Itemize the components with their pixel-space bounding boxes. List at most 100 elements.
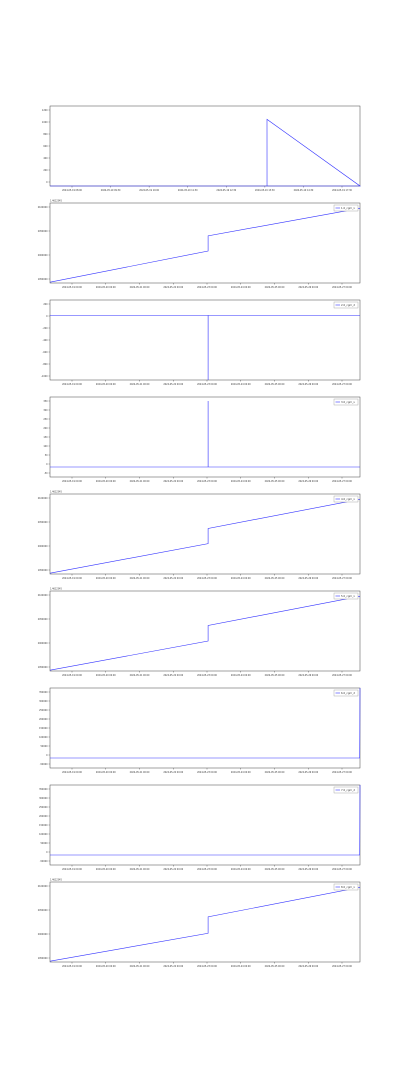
x-tick-label: 2024-05-21 00:00: [130, 965, 150, 968]
y-tick-label: -400: [43, 339, 49, 342]
y-tick-label: 0: [46, 181, 48, 184]
x-tick-label: 2024-05-27 00:00: [332, 577, 352, 580]
x-tick-label: 2024-05-20 00:00: [96, 674, 116, 677]
y-tick-label: 50000: [41, 745, 49, 748]
y-tick-label: 2000000: [38, 933, 48, 936]
x-tick-label: 2024-05-24 00:00: [231, 577, 251, 580]
legend-box: [333, 592, 359, 600]
x-tick-label: 2024-05-24 00:00: [231, 383, 251, 386]
legend-box: [333, 883, 359, 891]
legend-label: 5.0_cgm_x: [341, 594, 355, 598]
x-tick-label: 2024-05-19 00:00: [62, 286, 82, 289]
x-tick-label: 2024-05-19 13:30: [255, 189, 275, 192]
x-tick-label: 2024-05-24 00:00: [231, 674, 251, 677]
plot-frame: [49, 784, 361, 866]
y-tick-label: 150000: [39, 727, 48, 730]
x-tick-label: 2024-05-25 00:00: [265, 674, 285, 677]
chart-panel-3: 200 0 -200 -400 -600 -800 -1000 2024-05-19 00:0…: [41, 299, 361, 386]
x-tick-label: 2024-05-19 10:00: [139, 189, 159, 192]
x-tick-label: 2024-05-19 00:00: [62, 480, 82, 483]
y-tick-label: 0: [46, 463, 48, 466]
y-tick-label: 1000: [42, 121, 48, 124]
x-tick-label: 2024-05-19 00:00: [62, 674, 82, 677]
y-tick-label: 350: [43, 400, 48, 403]
x-tick-label: 2024-05-23 00:00: [197, 286, 217, 289]
legend-label: 4.0_cgm_x: [341, 497, 355, 501]
x-tick-label: 2024-05-19 14:30: [294, 189, 314, 192]
series-line: [49, 887, 361, 962]
axis-offset-text: 1.4612345: [50, 491, 62, 494]
plot-frame: [49, 105, 361, 187]
y-tick-label: 2100000: [38, 206, 48, 209]
y-tick-label: 2050000: [38, 618, 48, 621]
y-tick-label: 1200: [42, 109, 48, 112]
x-tick-label: 2024-05-26 00:00: [298, 674, 318, 677]
y-tick-label: 1950000: [38, 666, 48, 669]
chart-panel-2: 2100000 2050000 2000000 1950000 2024-05-19 0…: [38, 200, 361, 289]
plot-frame: [49, 396, 361, 478]
x-tick-label: 2024-05-25 00:00: [265, 480, 285, 483]
y-tick-label: 350000: [39, 788, 48, 791]
x-tick-label: 2024-05-20 00:00: [96, 480, 116, 483]
y-tick-label: 100: [43, 445, 48, 448]
x-tick-label: 2024-05-23 00:00: [197, 771, 217, 774]
y-tick-label: 200000: [39, 718, 48, 721]
y-tick-label: 2050000: [38, 521, 48, 524]
x-tick-label: 2024-05-24 00:00: [231, 965, 251, 968]
x-tick-label: 2024-05-19 08:00: [62, 189, 82, 192]
x-tick-label: 2024-05-24 00:00: [231, 771, 251, 774]
y-tick-label: 2050000: [38, 230, 48, 233]
x-tick-label: 2024-05-21 00:00: [130, 480, 150, 483]
plot-frame: [49, 881, 361, 963]
x-tick-label: 2024-05-27 00:00: [332, 674, 352, 677]
x-tick-label: 2024-05-21 00:00: [130, 868, 150, 871]
x-tick-label: 2024-05-26 00:00: [298, 965, 318, 968]
x-tick-label: 2024-05-25 00:00: [265, 286, 285, 289]
series-line: [50, 784, 361, 856]
x-tick-label: 2024-05-19 11:30: [178, 189, 198, 192]
axis-offset-text: 1.4612345: [50, 879, 62, 882]
x-tick-label: 2024-05-27 00:00: [332, 286, 352, 289]
legend-label: 2.0_cgm_d: [341, 303, 355, 307]
y-tick-label: 100000: [39, 833, 48, 836]
y-tick-label: 2050000: [38, 909, 48, 912]
x-tick-label: 2024-05-27 00:00: [332, 480, 352, 483]
y-tick-label: 300000: [39, 700, 48, 703]
x-tick-label: 2024-05-21 00:00: [130, 577, 150, 580]
y-tick-label: 2100000: [38, 497, 48, 500]
x-tick-label: 2024-05-23 00:00: [197, 868, 217, 871]
x-tick-label: 2024-05-19 17:30: [332, 189, 352, 192]
x-tick-label: 2024-05-23 00:00: [197, 674, 217, 677]
y-tick-label: 200: [43, 303, 48, 306]
y-tick-label: 200: [43, 427, 48, 430]
legend-label: 7.0_cgm_d: [341, 788, 355, 792]
legend-box: [333, 301, 359, 309]
x-tick-label: 2024-05-22 00:00: [163, 771, 183, 774]
series-line: [50, 315, 360, 381]
series-line: [49, 499, 361, 574]
x-tick-label: 2024-05-27 00:00: [332, 965, 352, 968]
x-tick-label: 2024-05-22 00:00: [163, 868, 183, 871]
y-tick-label: 200: [43, 169, 48, 172]
y-tick-label: -800: [43, 363, 49, 366]
legend-box: [333, 495, 359, 503]
x-tick-label: 2024-05-26 00:00: [298, 286, 318, 289]
y-tick-label: 2100000: [38, 594, 48, 597]
x-tick-label: 2024-05-27 00:00: [332, 868, 352, 871]
chart-panel-5: 2100000 2050000 2000000 1950000 2024-05-19 0…: [38, 491, 361, 580]
chart-panel-1: 1200 1000 800 600 400 200 0 2024-05-19 08:00 202…: [42, 105, 361, 192]
y-tick-label: -200: [43, 327, 49, 330]
y-tick-label: 150: [43, 436, 48, 439]
chart-panel-7: 350000 300000 250000 200000 150000 100000 5000…: [39, 687, 361, 774]
x-tick-label: 2024-05-19 00:00: [62, 577, 82, 580]
y-tick-label: 0: [46, 754, 48, 757]
x-tick-label: 2024-05-21 00:00: [130, 771, 150, 774]
y-tick-label: 400: [43, 157, 48, 160]
y-tick-label: 2100000: [38, 885, 48, 888]
y-tick-label: 250: [43, 418, 48, 421]
y-tick-label: 2000000: [38, 254, 48, 257]
x-tick-label: 2024-05-22 00:00: [163, 286, 183, 289]
x-tick-label: 2024-05-24 00:00: [231, 480, 251, 483]
series-line: [50, 400, 360, 468]
